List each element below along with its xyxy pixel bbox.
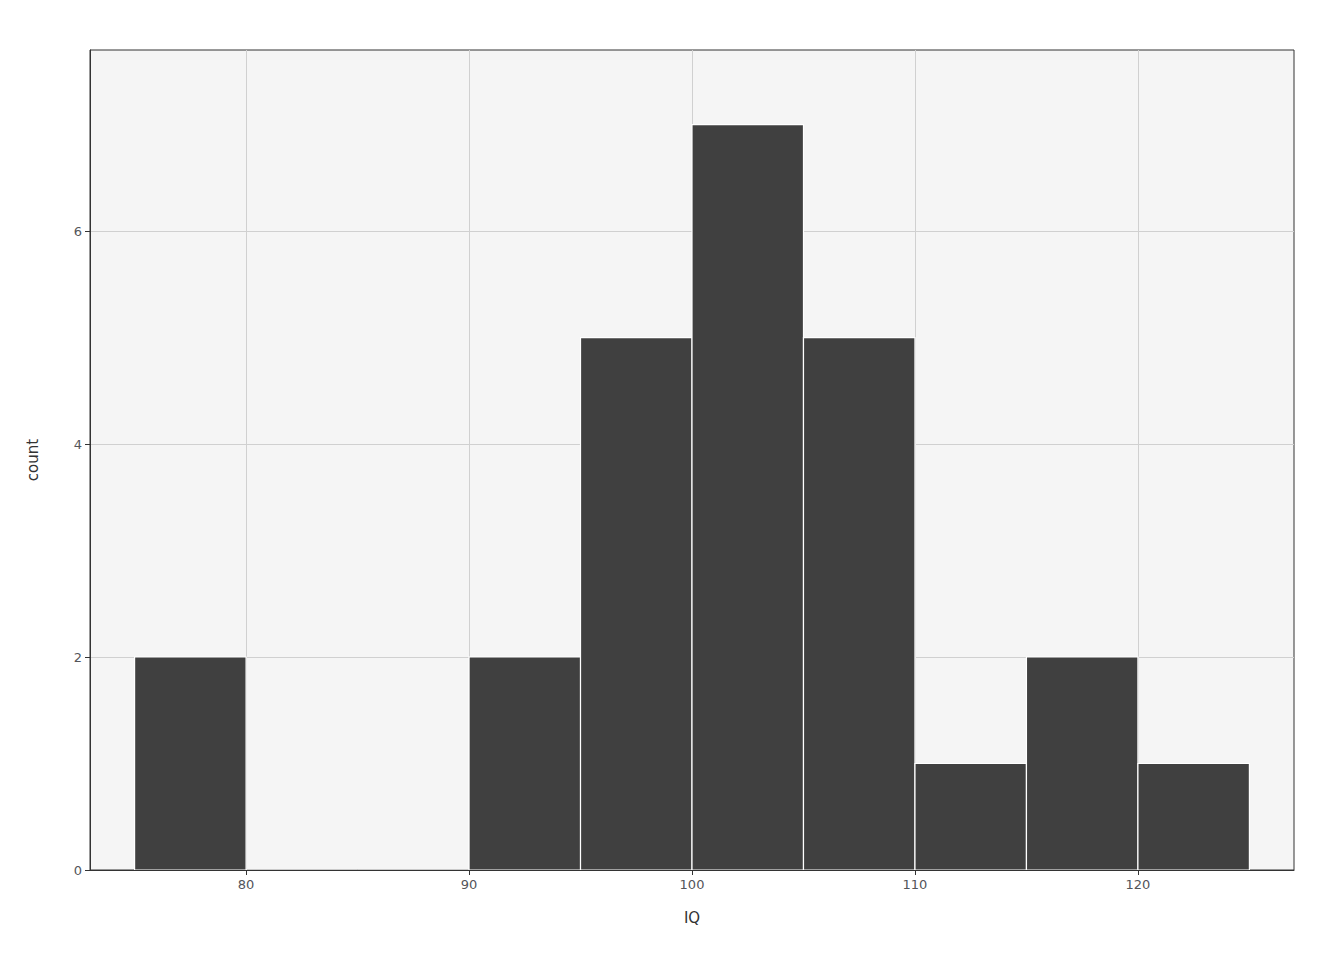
svg-text:80: 80: [238, 877, 255, 892]
svg-text:6: 6: [74, 224, 82, 239]
svg-text:count: count: [24, 439, 42, 481]
svg-text:0: 0: [74, 863, 82, 878]
svg-text:IQ: IQ: [684, 909, 700, 927]
svg-text:120: 120: [1126, 877, 1151, 892]
svg-text:4: 4: [74, 437, 82, 452]
svg-text:2: 2: [74, 650, 82, 665]
svg-text:110: 110: [903, 877, 928, 892]
svg-text:100: 100: [680, 877, 705, 892]
svg-text:90: 90: [461, 877, 478, 892]
